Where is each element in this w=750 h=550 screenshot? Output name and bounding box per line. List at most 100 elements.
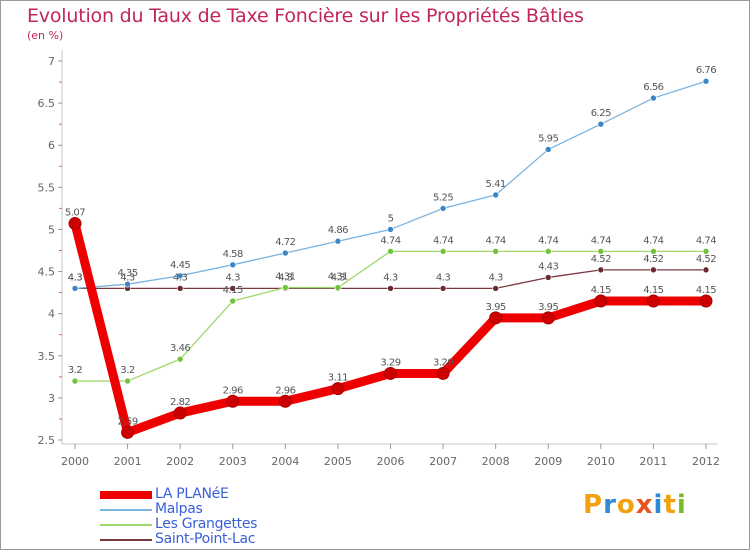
data-point xyxy=(173,406,187,420)
data-label: 4.74 xyxy=(643,235,663,246)
data-point xyxy=(176,272,184,280)
data-label: 4.74 xyxy=(433,235,453,246)
data-label: 6.76 xyxy=(696,65,716,76)
data-label: 4.3 xyxy=(436,272,451,283)
data-point xyxy=(702,77,710,85)
data-label: 4.74 xyxy=(380,235,400,246)
data-label: 4.3 xyxy=(488,272,503,283)
data-point xyxy=(489,311,503,325)
y-tick-label: 3.5 xyxy=(38,350,56,363)
legend-swatch xyxy=(100,539,152,541)
data-label: 5 xyxy=(388,213,394,224)
x-tick-label: 2012 xyxy=(692,455,720,468)
x-tick-label: 2002 xyxy=(166,455,194,468)
data-label: 5.07 xyxy=(65,208,85,219)
x-tick-label: 2004 xyxy=(271,455,299,468)
data-label: 3.11 xyxy=(328,373,348,384)
data-label: 4.86 xyxy=(328,225,348,236)
data-label: 2.82 xyxy=(170,397,190,408)
data-point xyxy=(124,377,131,385)
data-point xyxy=(229,261,237,269)
x-tick-label: 2000 xyxy=(61,455,89,468)
logo-letter: i xyxy=(653,490,664,520)
data-point xyxy=(650,266,657,274)
x-tick-label: 2003 xyxy=(219,455,247,468)
proxiti-logo: Proxiti xyxy=(583,490,687,520)
data-point xyxy=(597,248,605,255)
x-tick-label: 2007 xyxy=(429,455,457,468)
data-label: 4.15 xyxy=(696,285,716,296)
data-point xyxy=(226,394,240,408)
data-label: 4.3 xyxy=(331,272,346,283)
data-label: 5.41 xyxy=(486,179,506,190)
x-tick-label: 2011 xyxy=(639,455,667,468)
data-label: 4.74 xyxy=(486,235,506,246)
legend-swatch xyxy=(100,524,152,526)
data-label: 4.31 xyxy=(275,272,295,283)
legend-swatch xyxy=(100,509,152,511)
data-point xyxy=(492,248,499,255)
data-label: 4.45 xyxy=(170,260,190,271)
legend-label: LA PLANéE xyxy=(155,486,229,502)
data-point xyxy=(278,394,292,408)
data-label: 2.96 xyxy=(223,385,243,396)
data-point xyxy=(176,285,184,292)
logo-letter: t xyxy=(663,490,677,520)
data-label: 3.95 xyxy=(486,302,506,313)
data-point xyxy=(541,311,555,325)
data-point xyxy=(439,285,447,292)
data-label: 6.56 xyxy=(643,82,663,93)
data-label: 3.2 xyxy=(68,365,83,376)
data-label: 4.52 xyxy=(643,254,663,265)
chart-title: Evolution du Taux de Taxe Foncière sur l… xyxy=(27,5,584,27)
data-point xyxy=(699,294,713,308)
data-point xyxy=(331,382,345,396)
data-label: 3.29 xyxy=(380,357,400,368)
data-point xyxy=(334,237,342,245)
data-point xyxy=(544,248,552,255)
data-point xyxy=(439,248,447,255)
data-label: 5.95 xyxy=(538,133,558,144)
y-tick-label: 6.5 xyxy=(38,97,56,110)
data-point xyxy=(229,285,237,292)
data-label: 4.52 xyxy=(591,254,611,265)
data-label: 3.46 xyxy=(170,343,190,354)
data-label: 3.95 xyxy=(538,302,558,313)
y-tick-label: 3 xyxy=(48,392,55,405)
y-tick-label: 4.5 xyxy=(38,266,56,279)
data-point xyxy=(387,285,394,292)
x-tick-label: 2010 xyxy=(587,455,615,468)
x-tick-label: 2009 xyxy=(534,455,562,468)
data-label: 4.3 xyxy=(278,272,293,283)
data-point xyxy=(702,266,710,274)
data-point xyxy=(334,284,342,291)
data-label: 4.35 xyxy=(117,268,137,279)
data-label: 4.3 xyxy=(173,272,188,283)
y-tick-label: 2.5 xyxy=(38,434,56,447)
data-point xyxy=(121,425,135,439)
data-point xyxy=(384,366,397,380)
logo-letter: r xyxy=(603,490,617,520)
data-label: 4.3 xyxy=(68,272,83,283)
chart-subtitle: (en %) xyxy=(27,29,64,42)
data-label: 4.15 xyxy=(643,285,663,296)
x-tick-label: 2001 xyxy=(114,455,142,468)
data-label: 4.3 xyxy=(226,272,241,283)
data-label: 3.2 xyxy=(120,365,135,376)
data-point xyxy=(71,285,79,292)
data-label: 4.3 xyxy=(383,272,398,283)
data-point xyxy=(650,248,657,255)
legend-swatch xyxy=(100,491,152,499)
y-tick-label: 4 xyxy=(48,308,55,321)
data-point xyxy=(650,94,657,102)
data-label: 4.15 xyxy=(223,285,243,296)
y-tick-label: 6 xyxy=(48,139,55,152)
data-label: 4.74 xyxy=(591,235,611,246)
x-tick-label: 2005 xyxy=(324,455,352,468)
logo-letter: x xyxy=(635,490,654,520)
data-label: 2.59 xyxy=(117,416,137,427)
data-label: 4.74 xyxy=(538,235,558,246)
data-label: 4.3 xyxy=(120,272,135,283)
